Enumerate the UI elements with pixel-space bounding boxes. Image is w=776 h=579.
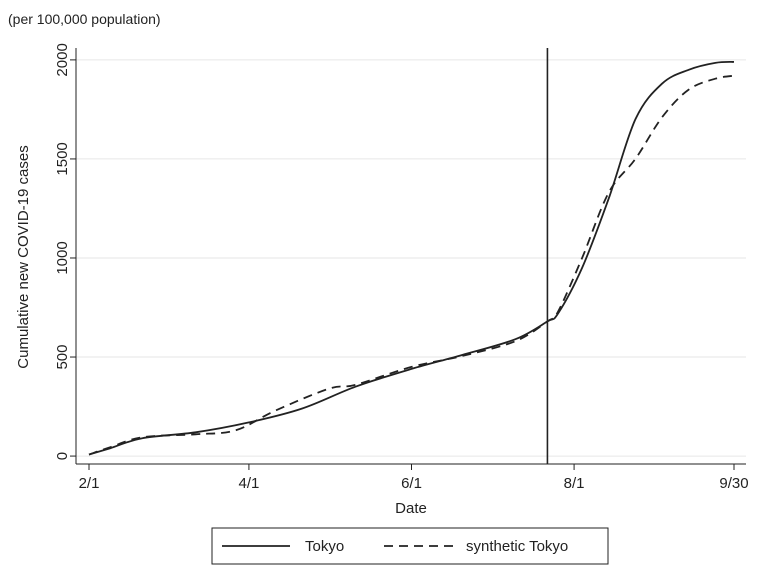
x-tick-label: 9/30 [719, 475, 748, 492]
y-axis-title: Cumulative new COVID-19 cases [15, 145, 32, 368]
series-layer [88, 60, 735, 456]
y-gridlines [76, 59, 746, 457]
x-tick-label: 8/1 [564, 475, 585, 492]
unit-note: (per 100,000 population) [8, 11, 161, 27]
x-tick-label: 4/1 [238, 475, 259, 492]
x-axis: 2/1 4/1 6/1 8/1 9/30 [79, 464, 749, 492]
y-tick-label: 1000 [54, 241, 71, 274]
y-tick-label: 1500 [54, 142, 71, 175]
y-axis: 0 500 1000 1500 2000 [54, 43, 76, 460]
legend-label-synthetic-tokyo: synthetic Tokyo [466, 538, 568, 555]
legend-label-tokyo: Tokyo [305, 538, 344, 555]
x-axis-title: Date [395, 500, 427, 517]
series-line-synthetic-tokyo [88, 74, 735, 456]
y-tick-label: 500 [54, 345, 71, 370]
y-tick-label: 2000 [54, 43, 71, 76]
x-tick-label: 2/1 [79, 475, 100, 492]
legend: Tokyo synthetic Tokyo [211, 527, 609, 565]
series-line-tokyo [88, 60, 735, 456]
plot-frame [75, 48, 746, 465]
x-tick-label: 6/1 [401, 475, 422, 492]
y-tick-label: 0 [54, 452, 71, 460]
